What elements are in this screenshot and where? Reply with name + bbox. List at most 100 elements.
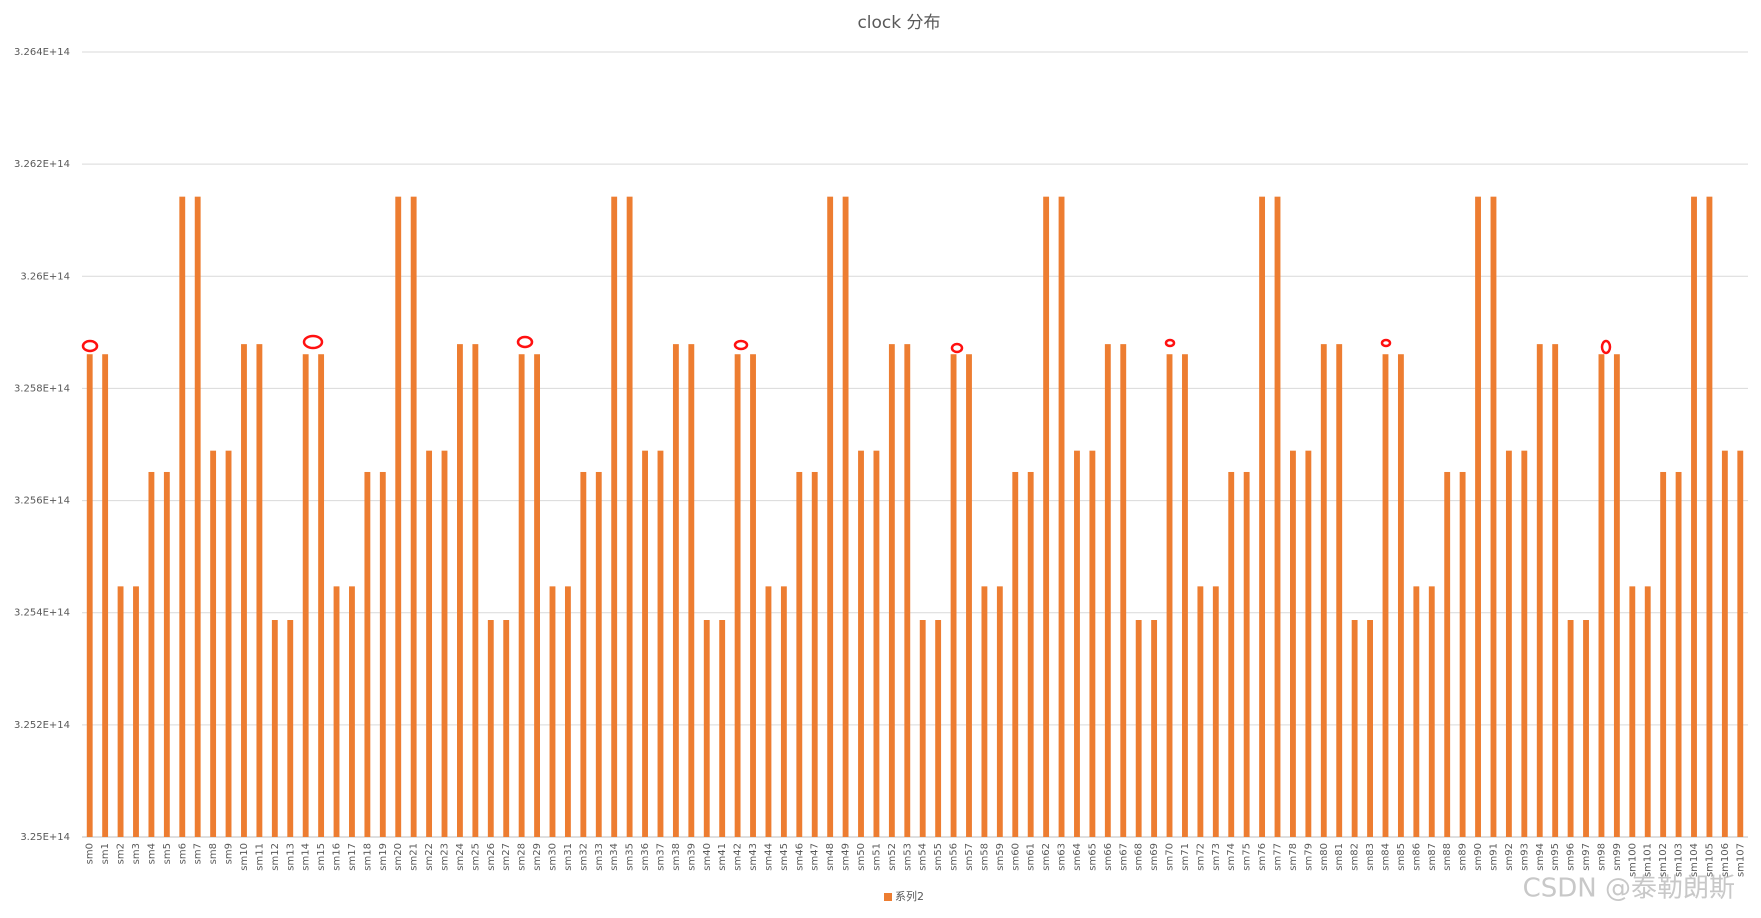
- x-tick-label: sm73: [1211, 843, 1222, 871]
- x-tick-label: sm25: [470, 843, 481, 871]
- bar: [1505, 450, 1512, 837]
- bar: [1552, 344, 1559, 837]
- bar: [719, 620, 726, 837]
- bar: [1135, 620, 1142, 837]
- x-tick-label: sm8: [208, 843, 219, 864]
- y-tick-label: 3.25E+14: [20, 832, 70, 843]
- bar: [919, 620, 926, 837]
- bar: [1382, 354, 1389, 837]
- x-tick-label: sm68: [1134, 843, 1145, 871]
- x-tick-label: sm2: [116, 843, 127, 864]
- x-tick-label: sm50: [856, 843, 867, 871]
- x-tick-label: sm94: [1535, 843, 1546, 871]
- bar: [426, 450, 433, 837]
- x-tick-label: sm101: [1643, 843, 1654, 877]
- bar: [935, 620, 942, 837]
- x-tick-label: sm15: [316, 843, 327, 871]
- x-tick-label: sm104: [1689, 843, 1700, 877]
- x-tick-label: sm16: [332, 843, 343, 871]
- x-tick-label: sm86: [1411, 843, 1422, 871]
- bar: [1567, 620, 1574, 837]
- bar: [1598, 354, 1605, 837]
- x-tick-label: sm85: [1396, 843, 1407, 871]
- x-tick-label: sm21: [409, 843, 420, 871]
- bar: [996, 586, 1003, 837]
- bar: [1243, 471, 1250, 837]
- bar: [1428, 586, 1435, 837]
- bar: [657, 450, 664, 837]
- x-tick-label: sm44: [763, 843, 774, 871]
- bar: [256, 344, 263, 837]
- bar: [873, 450, 880, 837]
- x-tick-label: sm106: [1720, 843, 1731, 877]
- bar: [210, 450, 217, 837]
- bar: [1290, 450, 1296, 837]
- bar: [1675, 471, 1682, 837]
- bar: [1212, 586, 1219, 837]
- bar: [1027, 471, 1034, 837]
- x-tick-label: sm17: [347, 843, 358, 871]
- x-tick-label: sm59: [995, 843, 1006, 871]
- bar: [1058, 196, 1065, 837]
- x-tick-label: sm93: [1519, 843, 1530, 871]
- x-tick-label: sm76: [1257, 843, 1268, 871]
- bar: [827, 196, 834, 837]
- x-tick-label: sm27: [501, 843, 512, 871]
- x-tick-label: sm18: [362, 843, 373, 871]
- x-tick-label: sm40: [702, 843, 713, 871]
- bar: [318, 354, 325, 837]
- bar: [1104, 344, 1111, 837]
- x-tick-label: sm77: [1273, 843, 1284, 871]
- bar: [549, 586, 556, 837]
- x-tick-label: sm102: [1658, 843, 1669, 877]
- y-tick-label: 3.264E+14: [14, 47, 70, 58]
- bar: [287, 620, 294, 837]
- bar: [1305, 450, 1312, 837]
- x-tick-label: sm24: [455, 843, 466, 871]
- x-tick-label: sm95: [1550, 843, 1561, 871]
- x-tick-label: sm1: [100, 843, 111, 864]
- bar: [1660, 471, 1667, 837]
- bar: [395, 196, 402, 837]
- bar: [626, 196, 633, 837]
- bar: [981, 586, 988, 837]
- bar: [364, 471, 371, 837]
- bar: [472, 344, 479, 837]
- x-tick-label: sm13: [285, 843, 296, 871]
- x-tick-label: sm38: [671, 843, 682, 871]
- bar: [1413, 586, 1420, 837]
- x-tick-label: sm48: [825, 843, 836, 871]
- bar: [102, 354, 109, 837]
- x-tick-label: sm26: [486, 843, 497, 871]
- y-tick-label: 3.262E+14: [14, 159, 70, 170]
- x-tick-label: sm92: [1504, 843, 1515, 871]
- y-tick-label: 3.26E+14: [20, 271, 70, 282]
- bar: [1166, 354, 1173, 837]
- bar: [611, 196, 618, 837]
- bar: [904, 344, 911, 837]
- bar: [765, 586, 772, 837]
- x-tick-label: sm46: [794, 843, 805, 871]
- bar: [302, 354, 309, 837]
- y-tick-label: 3.252E+14: [14, 720, 70, 731]
- x-tick-label: sm84: [1380, 843, 1391, 871]
- bar: [503, 620, 510, 837]
- bar: [734, 354, 741, 837]
- bar: [194, 196, 201, 837]
- highlight-ellipse: [1164, 338, 1176, 348]
- x-tick-label: sm72: [1195, 843, 1206, 871]
- x-tick-label: sm100: [1627, 843, 1638, 877]
- x-tick-label: sm12: [270, 843, 281, 871]
- bar: [703, 620, 710, 837]
- x-tick-label: sm82: [1350, 843, 1361, 871]
- x-tick-label: sm5: [162, 843, 173, 864]
- x-tick-label: sm28: [517, 843, 528, 871]
- x-tick-label: sm78: [1288, 843, 1299, 871]
- highlight-ellipse: [733, 339, 749, 351]
- x-tick-label: sm19: [378, 843, 389, 871]
- x-tick-label: sm33: [594, 843, 605, 871]
- x-tick-label: sm10: [239, 843, 250, 871]
- bar: [225, 450, 232, 837]
- legend-swatch: [884, 893, 892, 901]
- x-tick-label: sm55: [933, 843, 944, 871]
